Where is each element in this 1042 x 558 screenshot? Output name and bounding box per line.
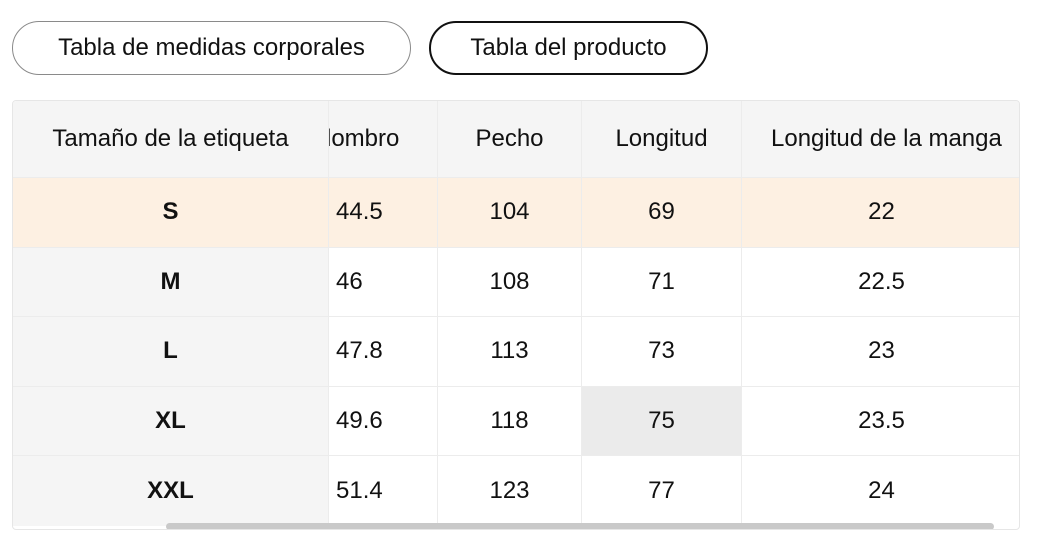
sleeve-length-value: 24 [868,476,895,504]
sleeve-length-value: 23.5 [858,406,905,434]
table-header-row: Tamaño de la etiqueta lombro Pecho Longi… [13,101,1019,178]
table-row: S 44.5 104 69 22 [13,178,1019,248]
shoulder-value: 47.8 [329,317,438,386]
shoulder-value: 49.6 [329,386,438,455]
sleeve-length-value: 23 [868,337,895,365]
table-row: XL 49.6 118 75 23.5 [13,386,1019,456]
header-shoulder-text: lombro [329,125,400,152]
header-chest: Pecho [438,101,582,177]
length-value: 69 [582,178,742,247]
size-label: XXL [13,456,329,526]
chest-value: 113 [438,317,582,386]
size-label: S [13,178,329,247]
header-shoulder: lombro [329,101,438,177]
chest-value: 104 [438,178,582,247]
tab-body-measurements[interactable]: Tabla de medidas corporales [12,21,411,75]
table-row: L 47.8 113 73 23 [13,317,1019,387]
horizontal-scrollbar[interactable] [166,523,994,529]
size-label: L [13,317,329,386]
chest-value: 108 [438,247,582,316]
chest-value: 118 [438,386,582,455]
tab-product-measurements[interactable]: Tabla del producto [429,21,708,75]
shoulder-value: 44.5 [329,178,438,247]
chest-value: 123 [438,456,582,526]
header-length: Longitud [582,101,742,177]
shoulder-value: 51.4 [329,456,438,526]
size-label: M [13,247,329,316]
length-value: 75 [582,386,742,455]
sleeve-length-value: 22 [868,198,895,226]
header-sleeve-length: Longitud de la manga [771,125,1002,152]
table-row: XXL 51.4 123 77 24 [13,456,1019,526]
length-value: 73 [582,317,742,386]
shoulder-value: 46 [329,247,438,316]
header-label-size: Tamaño de la etiqueta [13,101,329,177]
size-label: XL [13,386,329,455]
sleeve-length-value: 22.5 [858,267,905,295]
length-value: 71 [582,247,742,316]
table-row: M 46 108 71 22.5 [13,247,1019,317]
size-chart-table: Tamaño de la etiqueta lombro Pecho Longi… [12,100,1020,530]
length-value: 77 [582,456,742,526]
